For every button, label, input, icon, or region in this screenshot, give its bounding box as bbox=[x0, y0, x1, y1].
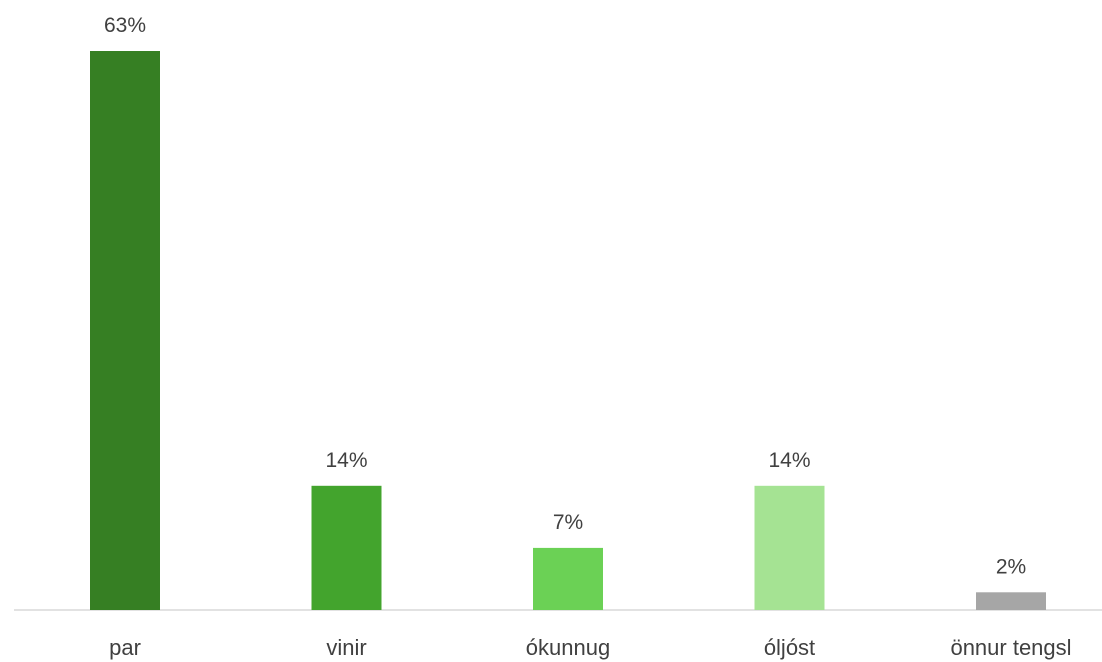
category-label-0: par bbox=[109, 635, 141, 660]
bar-2 bbox=[533, 547, 603, 610]
bar-4 bbox=[976, 592, 1046, 610]
bar-3 bbox=[754, 485, 825, 610]
category-label-1: vinir bbox=[326, 635, 366, 660]
value-labels-group: 63% 14% 7% 14% 2% bbox=[104, 14, 1026, 578]
bars-group bbox=[90, 51, 1046, 610]
value-label-1: 14% bbox=[325, 449, 367, 472]
category-label-4: önnur tengsl bbox=[950, 635, 1071, 660]
bar-0 bbox=[90, 51, 160, 610]
category-label-3: óljóst bbox=[764, 635, 815, 660]
bar-1 bbox=[311, 485, 382, 610]
category-label-2: ókunnug bbox=[526, 635, 610, 660]
value-label-2: 7% bbox=[553, 511, 583, 534]
value-label-0: 63% bbox=[104, 14, 146, 37]
value-label-3: 14% bbox=[768, 449, 810, 472]
category-labels-group: par vinir ókunnug óljóst önnur tengsl bbox=[109, 635, 1071, 660]
value-label-4: 2% bbox=[996, 555, 1026, 578]
